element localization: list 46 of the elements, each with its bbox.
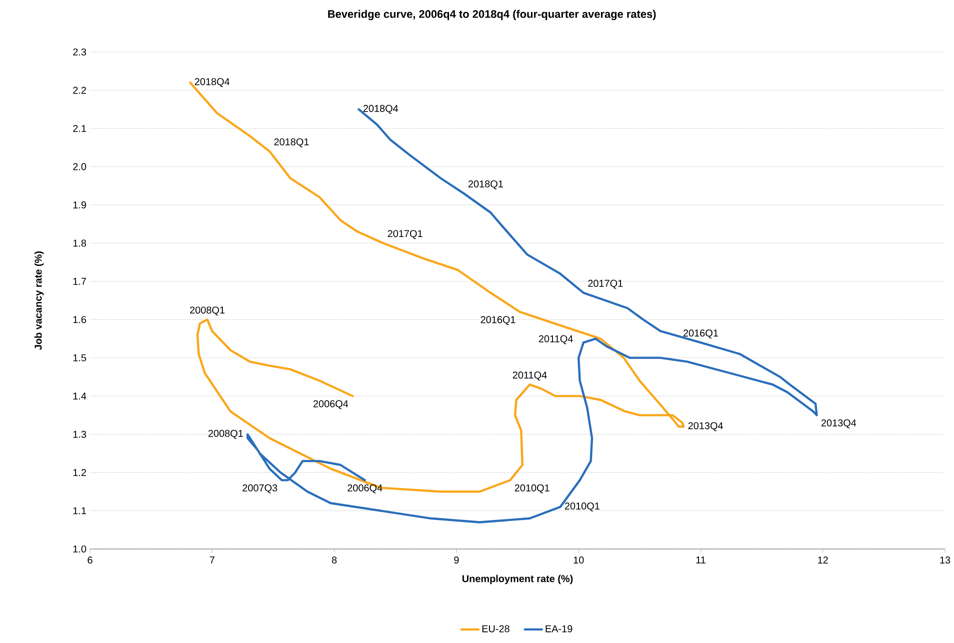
annotation: 2006Q4 [348, 484, 382, 494]
annotation: 2007Q3 [242, 484, 278, 494]
annotation: 2011Q4 [538, 335, 573, 344]
y-tick-label: 1.7 [73, 278, 86, 285]
x-tick-label: 8 [332, 556, 337, 564]
annotation: 2008Q1 [208, 430, 243, 439]
annotation: 2010Q1 [514, 484, 550, 494]
chart-title: Beveridge curve, 2006q4 to 2018q4 (four-quarter average rates) [328, 10, 656, 20]
annotation: 2011Q4 [512, 372, 547, 380]
y-tick-label: 1.6 [73, 316, 86, 324]
legend-label: EU-28 [482, 625, 510, 632]
x-tick-label: 10 [574, 556, 584, 564]
annotation: 2013Q4 [821, 419, 856, 428]
annotation: 2010Q1 [564, 502, 600, 512]
x-tick-label: 11 [696, 556, 706, 564]
x-tick-label: 7 [210, 556, 214, 564]
x-axis-title: Unemployment rate (%) [462, 574, 573, 584]
annotation: 2018Q4 [363, 104, 398, 114]
annotation: 2017Q1 [388, 230, 422, 239]
annotation: 2008Q1 [190, 306, 225, 316]
x-tick-label: 9 [454, 556, 459, 564]
annotation: 2016Q1 [480, 316, 516, 325]
y-tick-label: 1.4 [73, 392, 86, 400]
y-tick-label: 1.8 [73, 240, 86, 247]
annotation: 2017Q1 [588, 280, 623, 289]
annotation: 2013Q4 [688, 422, 723, 432]
annotation: 2018Q1 [468, 180, 503, 190]
y-tick-label: 2.3 [73, 48, 86, 56]
y-tick-label: 2.0 [73, 163, 86, 170]
x-tick-label: 13 [940, 556, 950, 564]
annotation: 2016Q1 [683, 330, 718, 338]
x-tick-label: 6 [88, 556, 92, 564]
annotation: 2006Q4 [313, 400, 348, 410]
y-tick-label: 1.3 [73, 430, 86, 438]
y-tick-label: 1.9 [73, 201, 86, 208]
y-tick-label: 2.2 [73, 86, 86, 94]
x-tick-label: 12 [818, 556, 828, 564]
annotation: 2018Q1 [274, 138, 309, 148]
y-tick-label: 1.2 [73, 469, 86, 476]
y-tick-label: 1.1 [73, 507, 86, 514]
y-axis-title: Job vacancy rate (%) [34, 251, 44, 350]
annotation: 2018Q4 [194, 78, 230, 87]
legend-label: EA-19 [546, 625, 572, 632]
y-tick-label: 1.0 [73, 545, 86, 553]
y-tick-label: 1.5 [73, 354, 86, 362]
y-tick-label: 2.1 [73, 124, 86, 132]
